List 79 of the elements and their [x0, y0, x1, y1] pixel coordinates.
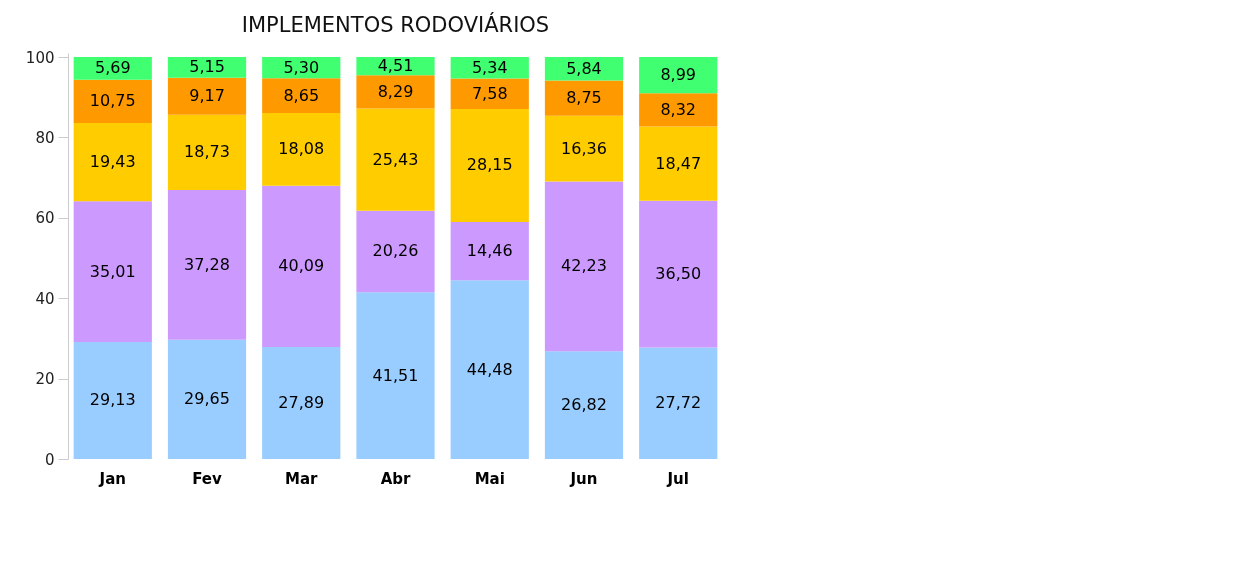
data-label: 5,34 [471, 57, 508, 77]
data-label: 25,43 [372, 149, 419, 169]
data-label: 37,28 [184, 254, 230, 274]
data-label: 28,15 [466, 155, 513, 175]
bar [544, 80, 624, 116]
data-label: 42,23 [561, 256, 607, 276]
bar [639, 93, 718, 127]
data-label: 36,50 [655, 264, 702, 284]
bar [73, 201, 152, 342]
data-label: 8,29 [377, 81, 414, 101]
data-label: 10,75 [89, 91, 136, 111]
bar [450, 280, 529, 459]
x-tick-label: Fev [192, 469, 223, 488]
bar [450, 222, 529, 281]
bar [544, 181, 624, 352]
bar [639, 57, 718, 94]
bar [450, 78, 529, 109]
data-label: 5,15 [189, 57, 225, 77]
x-tick-label: Jun [569, 469, 598, 488]
x-tick-label: Mar [285, 469, 319, 488]
data-label: 5,30 [283, 57, 320, 77]
data-label: 35,01 [89, 261, 136, 281]
bar [167, 57, 247, 78]
bar [262, 346, 341, 459]
bar [167, 189, 247, 340]
data-label: 8,32 [660, 99, 697, 119]
x-tick-label: Jan [98, 469, 126, 488]
y-tick-label: 20 [35, 370, 55, 389]
bar [73, 79, 152, 124]
data-label: 26,82 [561, 395, 607, 415]
data-label: 18,47 [655, 153, 702, 173]
bar [450, 108, 529, 223]
bar [262, 113, 341, 186]
bar [356, 75, 435, 109]
x-tick-label: Abr [380, 469, 411, 488]
bar [262, 78, 341, 114]
bar [167, 77, 247, 115]
data-label: 9,17 [189, 86, 225, 106]
bar [167, 339, 247, 459]
y-tick-label: 0 [44, 450, 55, 469]
data-label: 8,99 [660, 65, 697, 85]
data-label: 40,09 [278, 256, 325, 276]
data-label: 27,89 [278, 392, 325, 412]
y-tick-label: 40 [35, 289, 55, 308]
bar [262, 185, 341, 347]
data-label: 18,73 [184, 142, 230, 162]
data-label: 5,84 [566, 58, 602, 78]
data-label: 14,46 [466, 241, 513, 261]
data-label: 27,72 [655, 393, 702, 413]
bar [639, 200, 718, 348]
data-label: 8,65 [283, 85, 320, 105]
bar [356, 108, 435, 211]
bar [356, 210, 435, 293]
data-label: 4,51 [377, 56, 414, 76]
chart-title: IMPLEMENTOS RODOVIÁRIOS [241, 12, 550, 38]
y-tick-label: 80 [35, 128, 55, 147]
y-tick-label: 100 [25, 48, 55, 67]
data-label: 5,69 [94, 58, 131, 78]
bar [544, 115, 624, 182]
bar [356, 292, 435, 459]
bar [544, 351, 624, 459]
data-label: 16,36 [561, 138, 607, 158]
data-label: 8,75 [566, 88, 602, 108]
bar [73, 123, 152, 202]
y-tick-label: 60 [35, 209, 55, 228]
x-tick-label: Mai [474, 469, 505, 488]
data-label: 20,26 [372, 241, 419, 261]
bar [73, 341, 152, 459]
x-tick-label: Jul [666, 469, 689, 488]
bar [639, 347, 718, 459]
data-label: 18,08 [278, 139, 325, 159]
bar [639, 126, 718, 201]
data-label: 44,48 [466, 359, 513, 379]
data-label: 7,58 [471, 83, 508, 103]
data-label: 29,13 [89, 390, 136, 410]
data-label: 19,43 [89, 152, 136, 172]
data-label: 29,65 [184, 389, 230, 409]
data-label: 41,51 [372, 365, 419, 385]
bar [167, 114, 247, 190]
